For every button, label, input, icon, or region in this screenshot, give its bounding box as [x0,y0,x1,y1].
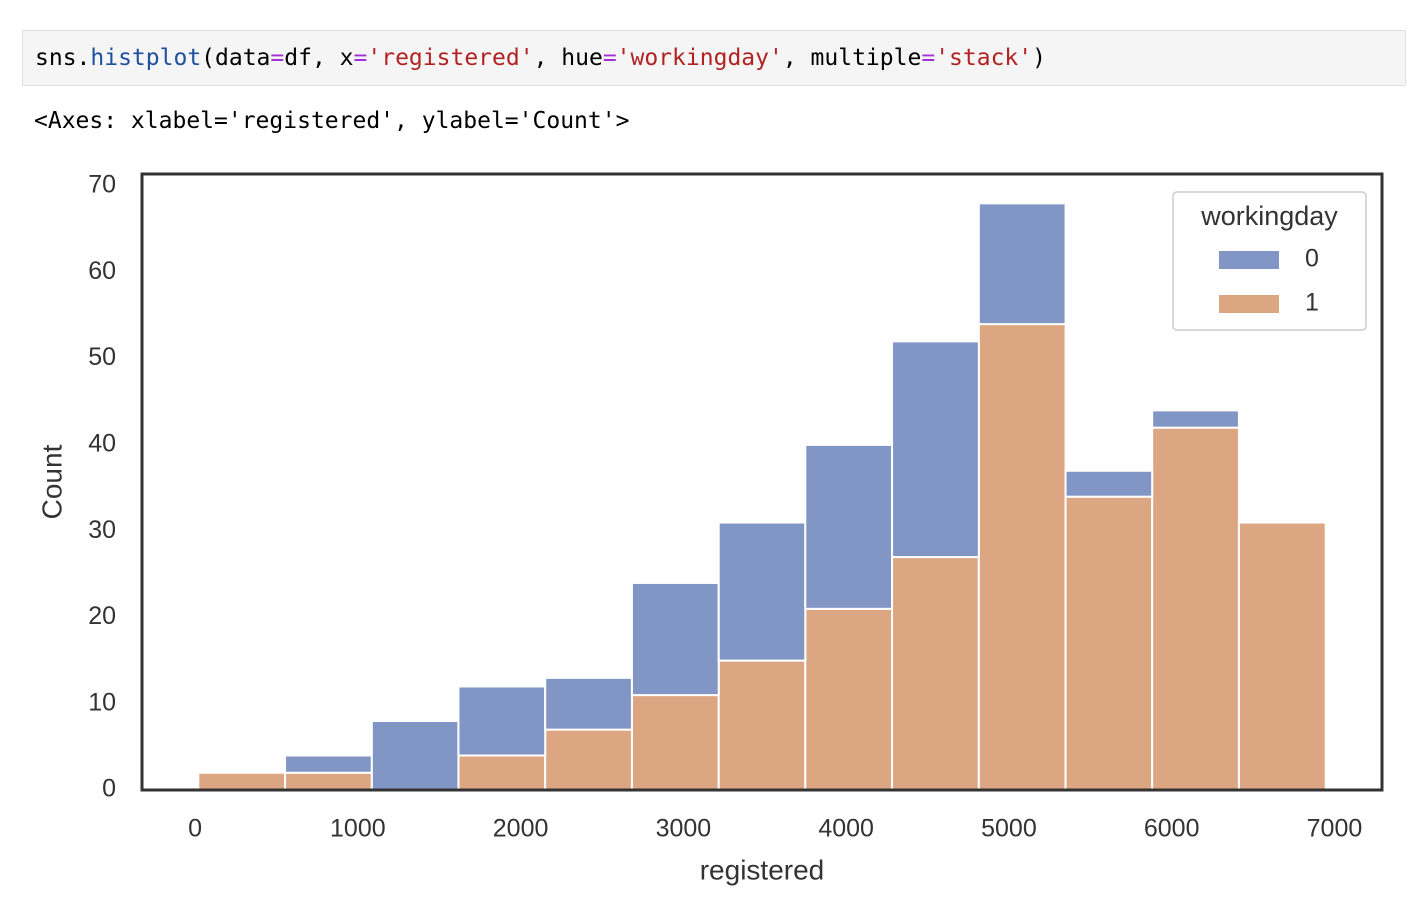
code-token: , hue [533,45,603,71]
bar [804,607,894,792]
legend-title: workingday [1200,201,1338,231]
bar [630,581,720,697]
legend-swatch [1219,251,1279,269]
bar [891,556,980,792]
y-tick-label: 30 [88,516,116,544]
x-tick-label: 3000 [656,815,712,843]
cell-output: <Axes: xlabel='registered', ylabel='Coun… [34,108,630,134]
x-axis-label: registered [700,854,825,885]
y-tick-label: 70 [88,171,116,199]
bar [1151,426,1240,791]
bar [1151,409,1240,429]
code-token: = [602,45,617,71]
bar [977,202,1067,326]
bar [1064,469,1154,498]
code-token: = [270,45,285,71]
y-tick-label: 20 [88,602,116,630]
axes-frame [140,172,1384,792]
code-token: 'registered' [367,45,534,71]
bar [197,771,287,792]
y-axis-label: Count [36,444,67,519]
bar [630,694,720,791]
bar [804,443,894,610]
y-tick-label: 50 [88,343,116,371]
bar [1064,495,1154,791]
bar [457,754,547,791]
legend-label: 0 [1305,245,1319,273]
code-token: , multiple [782,45,922,71]
bar [457,685,547,757]
x-tick-label: 5000 [981,815,1037,843]
legend-swatch [1219,295,1279,313]
legend: workingday 0 1 [1172,191,1367,331]
code-token: 'stack' [935,45,1033,71]
bar [544,728,633,792]
y-tick-label: 10 [88,688,116,716]
code-cell[interactable]: sns.histplot(data=df, x='registered', hu… [22,30,1406,86]
code-token: (data [201,45,271,71]
bar [891,340,980,559]
code-token: df, x [284,45,354,71]
code-token: 'workingday' [616,45,783,71]
x-tick-label: 1000 [330,815,386,843]
bar [717,659,807,792]
bar [717,521,807,662]
x-tick-label: 6000 [1144,815,1200,843]
code-token: histplot [90,45,202,71]
code-token: ) [1032,45,1046,71]
y-tick-label: 0 [102,775,116,803]
code-token: = [353,45,368,71]
y-tick-label: 60 [88,257,116,285]
bar [370,719,460,792]
x-tick-label: 4000 [818,815,874,843]
bar [977,323,1067,791]
x-tick-label: 7000 [1307,815,1363,843]
bar [544,676,633,731]
y-tick-label: 40 [88,430,116,458]
code-token: = [921,45,936,71]
legend-label: 1 [1305,289,1319,317]
x-tick-label: 0 [188,815,202,843]
code-token: sns. [35,45,91,71]
bar [284,754,373,774]
bar [1237,521,1327,791]
bar [284,771,373,792]
x-tick-label: 2000 [493,815,549,843]
